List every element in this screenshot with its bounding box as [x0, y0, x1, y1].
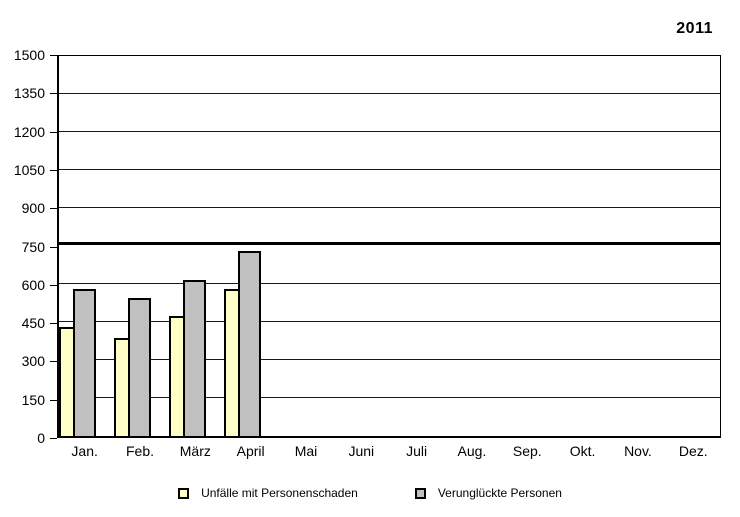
month-slot-5 — [279, 56, 334, 436]
month-slot-9 — [500, 56, 555, 436]
y-tick-mark-1050 — [50, 169, 57, 171]
y-tick-mark-1350 — [50, 93, 57, 95]
x-axis-labels: Jan. Feb. März April Mai Juni Juli Aug. Sep. Okt.… — [57, 443, 721, 459]
y-tick-mark-300 — [50, 361, 57, 363]
month-slot-10 — [555, 56, 610, 436]
gridline-300 — [59, 359, 720, 360]
x-axis-label-8: Aug. — [457, 443, 487, 459]
month-slot-4 — [224, 56, 279, 436]
x-axis-label-5: Mai — [294, 443, 318, 459]
y-tick-label-900: 900 — [21, 200, 45, 217]
gridline-1200 — [59, 131, 720, 132]
y-tick-mark-0 — [50, 438, 57, 439]
y-tick-label-1050: 1050 — [13, 161, 45, 178]
y-tick-mark-600 — [50, 284, 57, 286]
month-slot-6 — [334, 56, 389, 436]
x-axis-label-10: Okt. — [569, 443, 596, 459]
x-axis-label-12: Dez. — [678, 443, 708, 459]
x-axis-label-6: Juni — [348, 443, 375, 459]
month-slot-3 — [169, 56, 224, 436]
y-tick-mark-150 — [50, 399, 57, 401]
legend-label: Verunglückte Personen — [437, 486, 562, 500]
y-axis-labels: 0 150 300 450 600 750 900 1050 1200 1350 1500 — [0, 48, 45, 445]
month-slot-8 — [445, 56, 500, 436]
month-slot-7 — [390, 56, 445, 436]
x-axis-label-2: Feb. — [125, 443, 154, 459]
gridline-450 — [59, 321, 720, 322]
month-slot-2 — [114, 56, 169, 436]
y-tick-label-1200: 1200 — [13, 123, 45, 140]
gridline-1050 — [59, 169, 720, 170]
month-slot-1 — [59, 56, 114, 436]
y-tick-label-1350: 1350 — [13, 85, 45, 102]
gridline-150 — [59, 397, 720, 398]
bar-casualties-Feb. — [128, 297, 152, 436]
y-tick-mark-1500 — [50, 55, 57, 56]
y-axis-ticks — [50, 55, 57, 439]
month-slot-11 — [610, 56, 665, 436]
gridline-1350 — [59, 93, 720, 94]
legend-item-1: Unfälle mit Personenschaden — [178, 486, 358, 500]
gridline-600 — [59, 283, 720, 284]
month-slot-12 — [665, 56, 720, 436]
y-tick-label-600: 600 — [21, 276, 45, 293]
bar-casualties-April — [238, 251, 262, 436]
y-tick-label-450: 450 — [21, 315, 45, 332]
plot-area — [57, 55, 721, 438]
y-tick-mark-900 — [50, 208, 57, 210]
y-tick-mark-1200 — [50, 131, 57, 133]
y-tick-mark-450 — [50, 323, 57, 325]
legend-item-2: Verunglückte Personen — [414, 486, 562, 500]
y-tick-label-150: 150 — [21, 391, 45, 408]
legend-marker-icon — [178, 487, 190, 499]
bar-casualties-Jan. — [73, 289, 96, 436]
legend-label: Unfälle mit Personenschaden — [201, 486, 358, 500]
gridline-900 — [59, 207, 720, 208]
y-tick-label-1500: 1500 — [13, 47, 45, 63]
x-axis-label-4: April — [236, 443, 265, 459]
y-tick-label-750: 750 — [21, 238, 45, 255]
chart-legend: Unfälle mit Personenschaden Verunglückte … — [0, 486, 740, 500]
bar-casualties-März — [183, 280, 207, 436]
y-tick-label-0: 0 — [37, 430, 45, 446]
y-tick-mark-750 — [50, 246, 57, 248]
gridline-750 — [59, 242, 720, 245]
x-axis-label-3: März — [179, 443, 211, 459]
x-axis-label-7: Juli — [406, 443, 428, 459]
x-axis-label-1: Jan. — [71, 443, 98, 459]
y-tick-label-300: 300 — [21, 353, 45, 370]
chart-year-title: 2011 — [676, 20, 713, 37]
x-axis-label-9: Sep. — [512, 443, 542, 459]
x-axis-label-11: Nov. — [624, 443, 652, 459]
legend-marker-icon — [414, 487, 426, 499]
